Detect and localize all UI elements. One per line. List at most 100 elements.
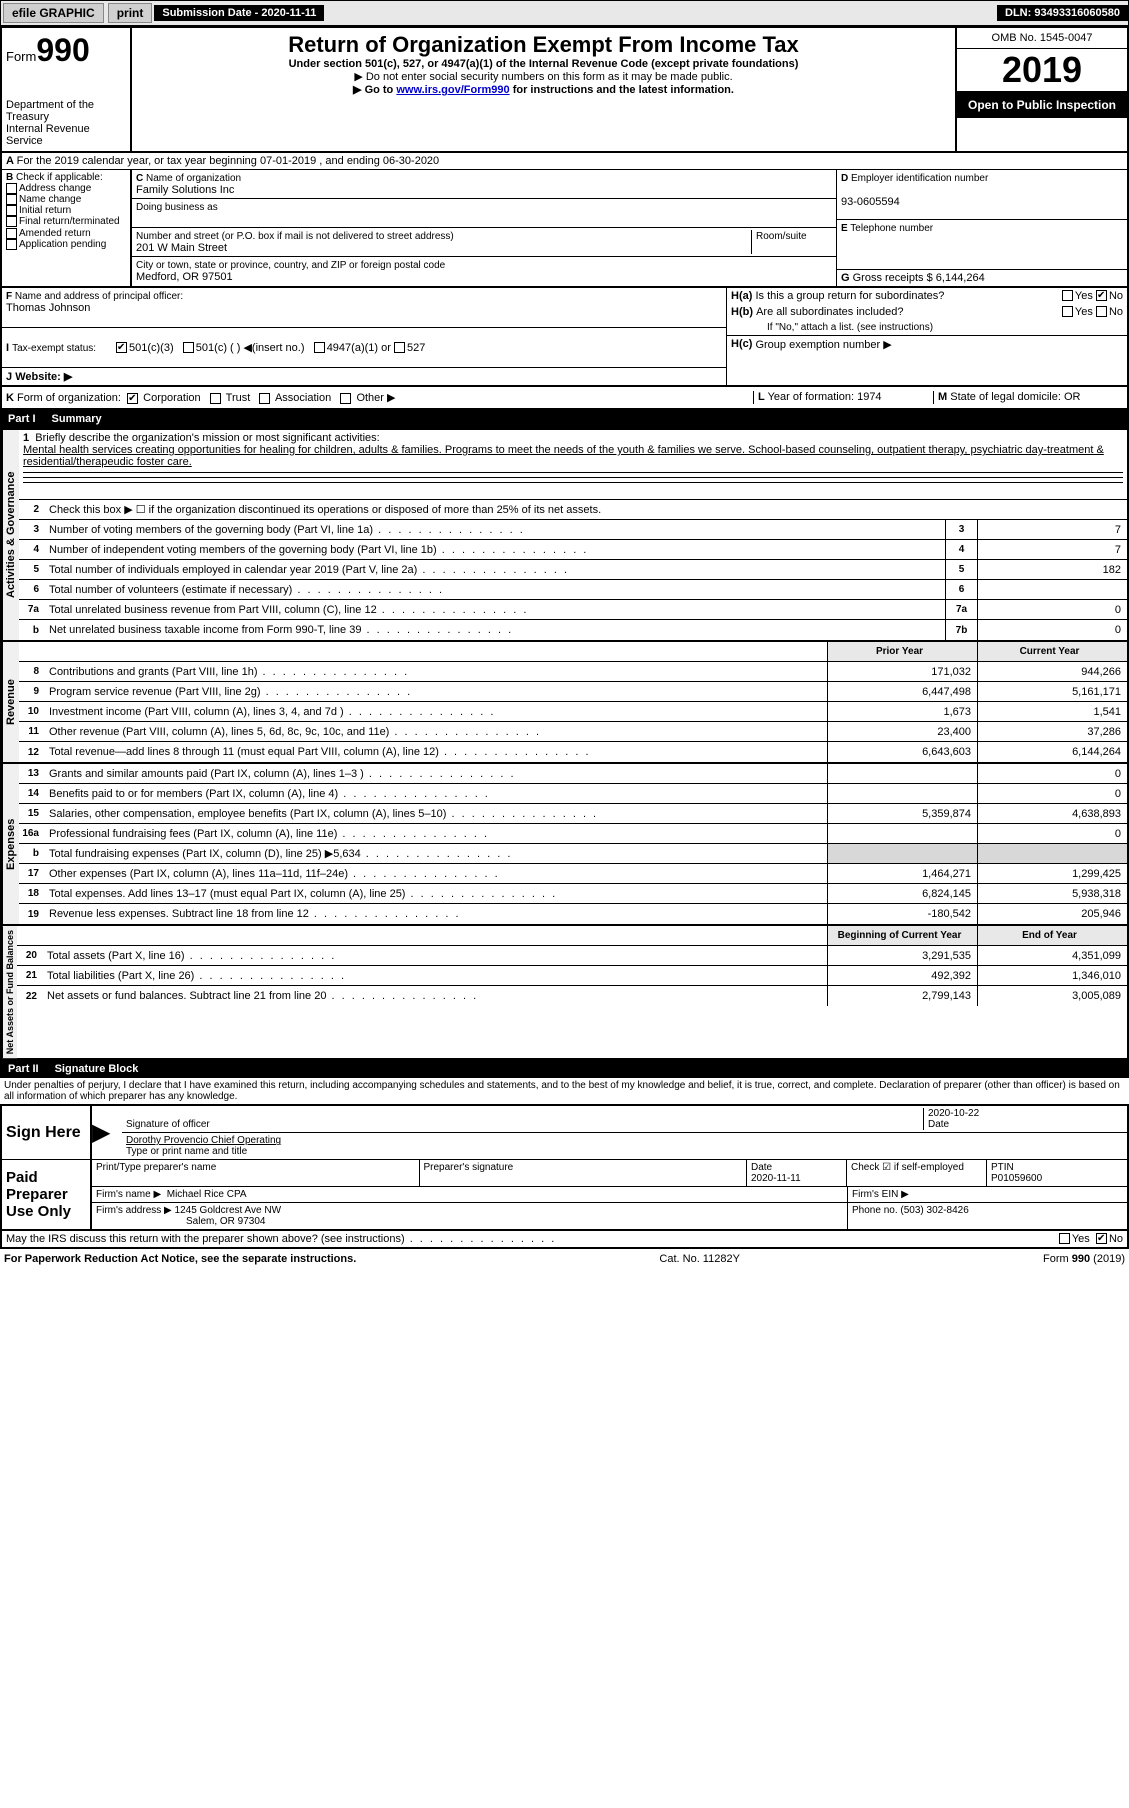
- discuss-label: May the IRS discuss this return with the…: [6, 1233, 405, 1245]
- chk-527[interactable]: [394, 342, 405, 353]
- chk-4947[interactable]: [314, 342, 325, 353]
- table-row: 13Grants and similar amounts paid (Part …: [19, 764, 1127, 784]
- chk-hb-yes[interactable]: [1062, 306, 1073, 317]
- ptin-label: PTIN: [991, 1162, 1014, 1173]
- chk-trust[interactable]: [210, 393, 221, 404]
- ha-label: Is this a group return for subordinates?: [755, 290, 1061, 302]
- chk-association[interactable]: [259, 393, 270, 404]
- form990-link[interactable]: www.irs.gov/Form990: [396, 84, 509, 96]
- penalty-text: Under penalties of perjury, I declare th…: [0, 1078, 1129, 1104]
- part2-num: Part II: [8, 1063, 39, 1075]
- irs-label: Internal Revenue Service: [6, 123, 126, 147]
- table-row: bTotal fundraising expenses (Part IX, co…: [19, 844, 1127, 864]
- table-row: bNet unrelated business taxable income f…: [19, 620, 1127, 640]
- chk-discuss-no[interactable]: [1096, 1233, 1107, 1244]
- firm-addr-label: Firm's address ▶: [96, 1205, 172, 1216]
- ha-no: No: [1109, 290, 1123, 302]
- footer-right: Form 990 (2019): [1043, 1253, 1125, 1265]
- side-governance: Activities & Governance: [2, 430, 19, 640]
- chk-corporation[interactable]: [127, 393, 138, 404]
- section-b: B Check if applicable: Address change Na…: [2, 170, 132, 286]
- mission-block: 1 Briefly describe the organization's mi…: [19, 430, 1127, 500]
- table-row: 22Net assets or fund balances. Subtract …: [17, 986, 1127, 1006]
- chk-ha-yes[interactable]: [1062, 290, 1073, 301]
- mission-label: Briefly describe the organization's miss…: [35, 432, 379, 444]
- mission-text: Mental health services creating opportun…: [23, 444, 1104, 468]
- hb-yes: Yes: [1075, 306, 1093, 318]
- omb-number: OMB No. 1545-0047: [957, 28, 1127, 49]
- sig-date: 2020-10-22: [928, 1108, 979, 1119]
- block-fhij: F Name and address of principal officer:…: [0, 288, 1129, 387]
- paid-grid: Print/Type preparer's name Preparer's si…: [92, 1160, 1127, 1187]
- table-row: 8Contributions and grants (Part VIII, li…: [19, 662, 1127, 682]
- part1-netassets: Net Assets or Fund Balances Beginning of…: [0, 926, 1129, 1060]
- sig-officer-label: Signature of officer: [126, 1119, 210, 1130]
- opt-final-return: Final return/terminated: [19, 217, 120, 228]
- opt-4947: 4947(a)(1) or: [327, 342, 391, 354]
- website-label: Website: ▶: [15, 371, 72, 383]
- firm-name-label: Firm's name ▶: [96, 1189, 161, 1200]
- opt-address-change: Address change: [19, 183, 91, 194]
- check-self-employed: Check ☑ if self-employed: [847, 1160, 987, 1187]
- block-bcdefg: B Check if applicable: Address change Na…: [0, 170, 1129, 288]
- table-row: 16aProfessional fundraising fees (Part I…: [19, 824, 1127, 844]
- firm-addr1: 1245 Goldcrest Ave NW: [175, 1205, 282, 1216]
- opt-527: 527: [407, 342, 425, 354]
- prep-name-label: Print/Type preparer's name: [92, 1160, 420, 1187]
- chk-501c[interactable]: [183, 342, 194, 353]
- hdr-current-year: Current Year: [977, 642, 1127, 661]
- part1-title: Summary: [52, 413, 102, 425]
- gross-value: 6,144,264: [936, 272, 985, 284]
- opt-501c: 501(c) ( ) ◀(insert no.): [196, 341, 305, 354]
- phone-label: Telephone number: [850, 223, 933, 234]
- chk-final-return[interactable]: [6, 216, 17, 227]
- chk-hb-no[interactable]: [1096, 306, 1107, 317]
- tax-exempt-label: Tax-exempt status:: [12, 343, 96, 354]
- hb-no: No: [1109, 306, 1123, 318]
- table-row: 7aTotal unrelated business revenue from …: [19, 600, 1127, 620]
- form-title: Return of Organization Exempt From Incom…: [140, 32, 947, 58]
- paid-preparer-label: Paid Preparer Use Only: [2, 1160, 92, 1229]
- prep-sig-label: Preparer's signature: [420, 1160, 748, 1187]
- chk-initial-return[interactable]: [6, 205, 17, 216]
- page-footer: For Paperwork Reduction Act Notice, see …: [0, 1249, 1129, 1269]
- chk-ha-no[interactable]: [1096, 290, 1107, 301]
- print-button[interactable]: print: [108, 3, 153, 23]
- part1-expenses: Expenses 13Grants and similar amounts pa…: [0, 764, 1129, 926]
- part2-header: Part II Signature Block: [0, 1060, 1129, 1078]
- chk-name-change[interactable]: [6, 194, 17, 205]
- part1-num: Part I: [8, 413, 36, 425]
- chk-amended-return[interactable]: [6, 228, 17, 239]
- chk-address-change[interactable]: [6, 183, 17, 194]
- line2-text: Check this box ▶ ☐ if the organization d…: [45, 501, 1127, 518]
- part2-title: Signature Block: [55, 1063, 139, 1075]
- year-formation: 1974: [857, 391, 881, 403]
- chk-501c3[interactable]: [116, 342, 127, 353]
- hdr-begin-year: Beginning of Current Year: [827, 926, 977, 945]
- table-row: 19Revenue less expenses. Subtract line 1…: [19, 904, 1127, 924]
- room-label: Room/suite: [756, 231, 807, 242]
- note-ssn: Do not enter social security numbers on …: [140, 70, 947, 83]
- opt-initial-return: Initial return: [19, 205, 71, 216]
- c-name-label: Name of organization: [146, 173, 241, 184]
- form-header: Form990 Department of the Treasury Inter…: [0, 26, 1129, 153]
- part1-header: Part I Summary: [0, 410, 1129, 428]
- chk-other[interactable]: [340, 393, 351, 404]
- part1-governance: Activities & Governance 1 Briefly descri…: [0, 428, 1129, 642]
- sig-name: Dorothy Provencio Chief Operating: [126, 1135, 281, 1146]
- chk-application-pending[interactable]: [6, 239, 17, 250]
- dln: DLN: 93493316060580: [997, 5, 1128, 21]
- ein-value: 93-0605594: [841, 196, 900, 208]
- form-subtitle: Under section 501(c), 527, or 4947(a)(1)…: [140, 58, 947, 70]
- street-label: Number and street (or P.O. box if mail i…: [136, 231, 454, 242]
- open-public: Open to Public Inspection: [957, 92, 1127, 118]
- hdr-end-year: End of Year: [977, 926, 1127, 945]
- year-formation-label: Year of formation:: [768, 391, 854, 403]
- table-row: 4Number of independent voting members of…: [19, 540, 1127, 560]
- firm-phone-label: Phone no.: [852, 1205, 898, 1216]
- chk-discuss-yes[interactable]: [1059, 1233, 1070, 1244]
- table-row: 14Benefits paid to or for members (Part …: [19, 784, 1127, 804]
- ein-label: Employer identification number: [851, 173, 988, 184]
- table-row: 12Total revenue—add lines 8 through 11 (…: [19, 742, 1127, 762]
- table-row: 3Number of voting members of the governi…: [19, 520, 1127, 540]
